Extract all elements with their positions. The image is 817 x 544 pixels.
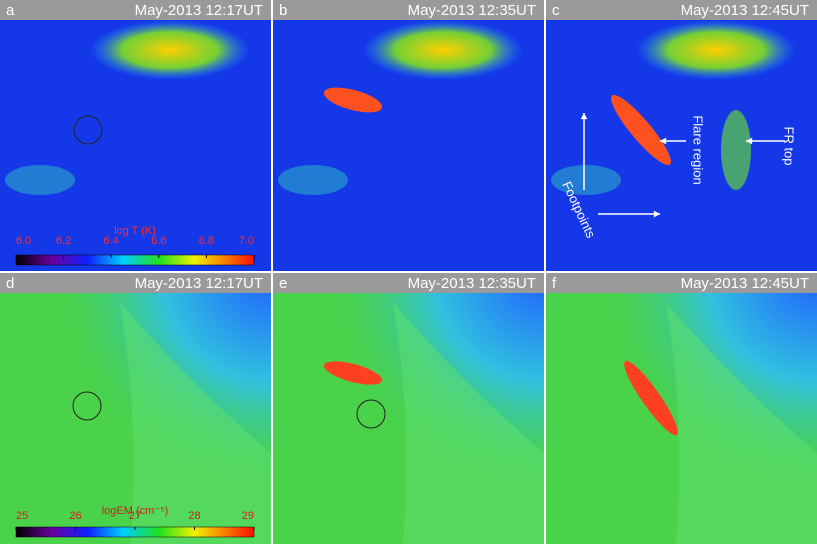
- flare: [624, 360, 678, 436]
- region-circle: [356, 399, 386, 429]
- dark-lane: [666, 303, 817, 544]
- colorbar-tick-label: 6.6: [151, 235, 166, 247]
- colorbar-tick-label: 26: [69, 510, 81, 522]
- panel-header: [273, 273, 544, 293]
- panel-title: May-2013 12:17UT: [135, 2, 263, 19]
- panel-label: f: [552, 275, 557, 292]
- colorbar-tick-label: 7.0: [239, 235, 254, 247]
- colorbar-tick-label: 6.0: [16, 235, 31, 247]
- region-circle: [73, 115, 103, 145]
- colorbar-tick-label: 6.4: [104, 235, 119, 247]
- colorbar-tick-label: 28: [188, 510, 200, 522]
- colorbar-title: log T (K): [114, 225, 156, 237]
- arrow-head: [580, 113, 588, 120]
- hot-plasma: [636, 20, 796, 80]
- panel-header: [273, 0, 544, 20]
- panel: a May-2013 12:17UT: [0, 0, 271, 271]
- panel-header: [546, 0, 817, 20]
- colorbar-tick-label: 6.2: [56, 235, 71, 247]
- panel: d May-2013 12:17UT: [0, 273, 271, 544]
- colorbar-tick-label: 29: [242, 510, 254, 522]
- flare: [611, 94, 671, 166]
- panel-label: b: [279, 2, 287, 19]
- arrow-head: [653, 210, 660, 218]
- panel-header: [0, 273, 271, 293]
- arrow-head: [660, 137, 667, 145]
- colorbar-tick-label: 25: [16, 510, 28, 522]
- panel-label: d: [6, 275, 14, 292]
- arrow-head: [746, 137, 753, 145]
- colorbar-title: logEM (cm⁻⁵): [102, 505, 169, 517]
- noise: [278, 165, 348, 195]
- panel-title: May-2013 12:35UT: [408, 2, 536, 19]
- panel-title: May-2013 12:45UT: [681, 275, 809, 292]
- panel-label: c: [552, 2, 560, 19]
- hot-plasma: [363, 20, 523, 80]
- panel-title: May-2013 12:45UT: [681, 2, 809, 19]
- flare: [323, 361, 383, 385]
- panel: b May-2013 12:35UT: [273, 0, 544, 271]
- annotation: FR top: [782, 126, 797, 165]
- panel: c May-2013 12:45UT: [546, 0, 817, 271]
- colorbar-tick-label: 6.8: [199, 235, 214, 247]
- dark-lane: [393, 303, 544, 544]
- region-circle: [72, 391, 102, 421]
- noise: [551, 165, 621, 195]
- annotation: Flare region: [691, 115, 706, 184]
- noise: [5, 165, 75, 195]
- fr-top: [721, 110, 751, 190]
- colorbar: [15, 254, 255, 266]
- hot-plasma: [90, 20, 250, 80]
- colorbar-tick-label: 27: [129, 510, 141, 522]
- panel-header: [546, 273, 817, 293]
- panel-label: e: [279, 275, 287, 292]
- panel: e May-2013 12:35UT: [273, 273, 544, 544]
- panel-title: May-2013 12:35UT: [408, 275, 536, 292]
- dark-lane: [120, 303, 271, 544]
- panel-title: May-2013 12:17UT: [135, 275, 263, 292]
- panel-header: [0, 0, 271, 20]
- panel: f May-2013 12:45UT: [546, 273, 817, 544]
- flare: [323, 87, 383, 113]
- panel-label: a: [6, 2, 15, 19]
